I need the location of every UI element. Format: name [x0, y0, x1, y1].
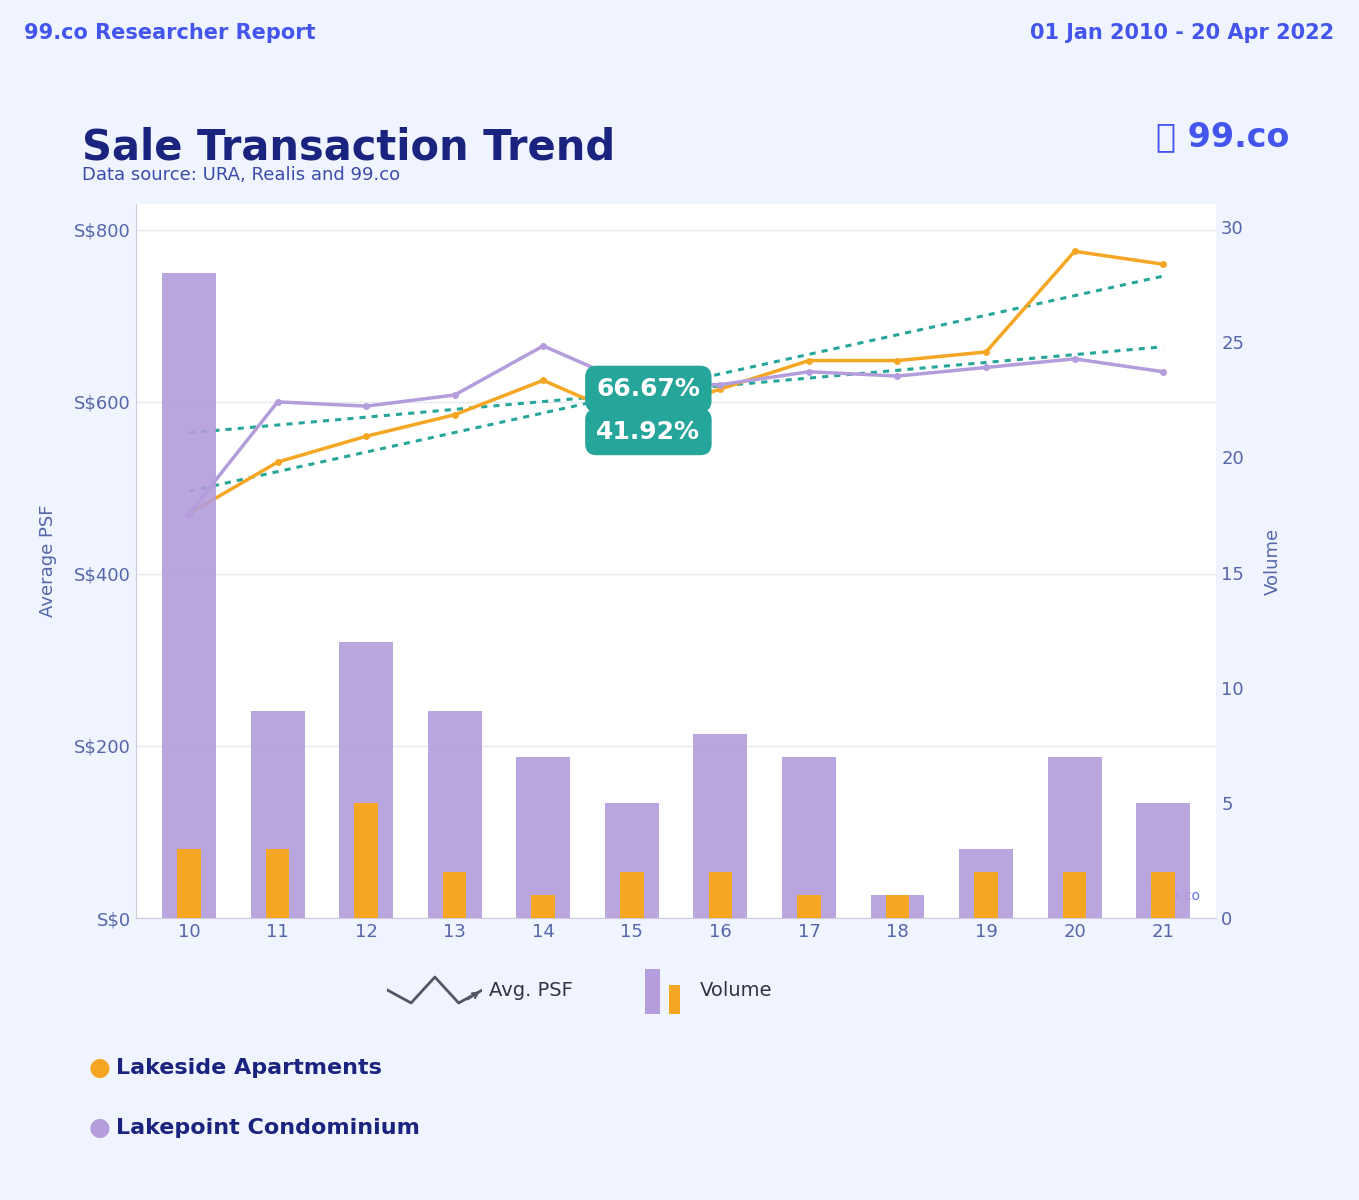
- Text: Data source: URA, Realis and 99.co: Data source: URA, Realis and 99.co: [82, 166, 400, 184]
- Text: ⦿ 99.co: ⦿ 99.co: [1157, 120, 1290, 152]
- Y-axis label: Average PSF: Average PSF: [39, 505, 57, 617]
- Bar: [531, 895, 554, 918]
- Text: 66.67%: 66.67%: [597, 377, 700, 401]
- Bar: [177, 848, 201, 918]
- Bar: [443, 872, 466, 918]
- Bar: [1136, 803, 1190, 918]
- Bar: [644, 968, 660, 1014]
- Bar: [250, 710, 304, 918]
- Text: 41.92%: 41.92%: [597, 420, 700, 444]
- Bar: [266, 848, 289, 918]
- Bar: [1151, 872, 1176, 918]
- Bar: [693, 733, 747, 918]
- Text: Lakeside Apartments: Lakeside Apartments: [116, 1058, 382, 1078]
- Bar: [162, 274, 216, 918]
- Bar: [340, 642, 393, 918]
- Bar: [355, 803, 378, 918]
- Bar: [798, 895, 821, 918]
- Bar: [1048, 757, 1102, 918]
- Bar: [428, 710, 481, 918]
- Bar: [871, 895, 924, 918]
- Bar: [669, 985, 680, 1014]
- Text: Lakepoint Condominium: Lakepoint Condominium: [116, 1118, 420, 1138]
- Text: Avg. PSF: Avg. PSF: [489, 980, 573, 1000]
- Text: ●: ●: [88, 1116, 110, 1140]
- Text: ●: ●: [88, 1056, 110, 1080]
- Bar: [959, 848, 1012, 918]
- Text: 99.co Researcher Report: 99.co Researcher Report: [24, 23, 317, 43]
- Bar: [708, 872, 733, 918]
- Bar: [1063, 872, 1086, 918]
- Bar: [605, 803, 659, 918]
- Bar: [886, 895, 909, 918]
- Bar: [974, 872, 998, 918]
- Text: 01 Jan 2010 - 20 Apr 2022: 01 Jan 2010 - 20 Apr 2022: [1030, 23, 1335, 43]
- Text: Sale Transaction Trend: Sale Transaction Trend: [82, 126, 614, 168]
- Bar: [516, 757, 571, 918]
- Bar: [781, 757, 836, 918]
- Text: Volume: Volume: [700, 980, 772, 1000]
- Text: ⦿ 99.co: ⦿ 99.co: [1150, 888, 1200, 902]
- Bar: [620, 872, 644, 918]
- Y-axis label: Volume: Volume: [1264, 528, 1282, 594]
